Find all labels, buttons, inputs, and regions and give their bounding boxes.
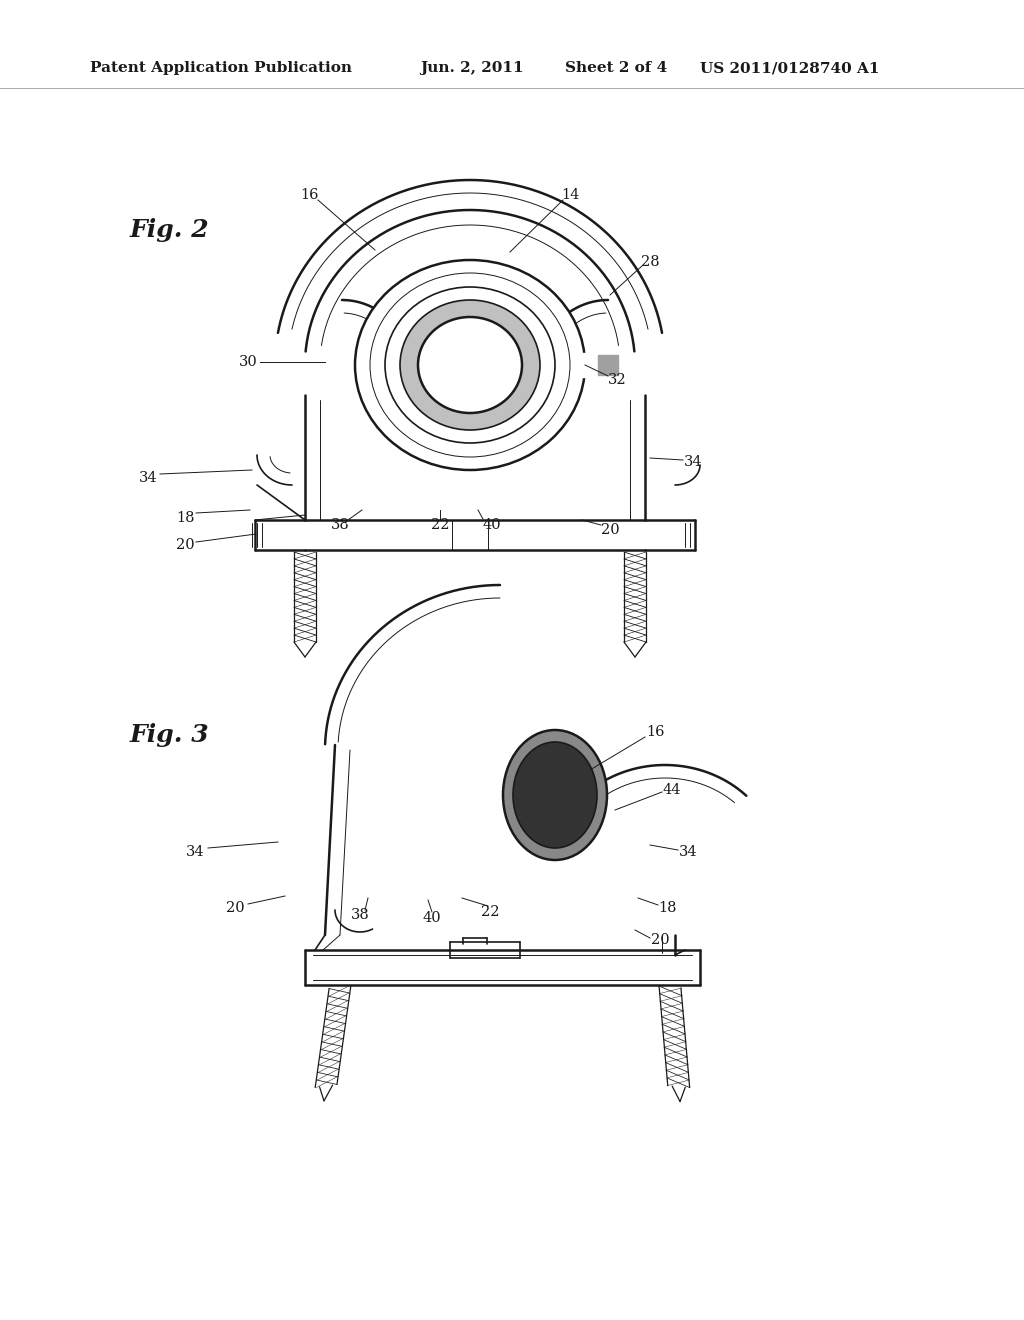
Text: Sheet 2 of 4: Sheet 2 of 4 xyxy=(565,61,668,75)
Text: 38: 38 xyxy=(331,517,349,532)
Text: 18: 18 xyxy=(658,902,677,915)
Text: 22: 22 xyxy=(480,906,500,919)
Text: Patent Application Publication: Patent Application Publication xyxy=(90,61,352,75)
Polygon shape xyxy=(598,355,618,375)
Ellipse shape xyxy=(370,273,570,457)
Text: 16: 16 xyxy=(646,725,665,739)
Ellipse shape xyxy=(418,317,522,413)
Text: 14: 14 xyxy=(561,187,580,202)
Text: 28: 28 xyxy=(641,255,659,269)
Text: 40: 40 xyxy=(423,911,441,925)
Text: 44: 44 xyxy=(663,783,681,797)
Text: Fig. 2: Fig. 2 xyxy=(130,218,210,242)
Text: 34: 34 xyxy=(138,471,158,484)
Text: 34: 34 xyxy=(679,845,697,859)
Text: 30: 30 xyxy=(239,355,257,370)
Text: 34: 34 xyxy=(684,455,702,469)
Text: 22: 22 xyxy=(431,517,450,532)
Ellipse shape xyxy=(385,286,555,444)
Ellipse shape xyxy=(400,300,540,430)
Text: 20: 20 xyxy=(650,933,670,946)
Ellipse shape xyxy=(503,730,607,861)
Text: 34: 34 xyxy=(185,845,205,859)
Text: 40: 40 xyxy=(482,517,502,532)
Text: US 2011/0128740 A1: US 2011/0128740 A1 xyxy=(700,61,880,75)
Text: 20: 20 xyxy=(176,539,195,552)
Ellipse shape xyxy=(355,260,585,470)
Text: 20: 20 xyxy=(601,523,620,537)
Text: 20: 20 xyxy=(225,902,245,915)
Text: 18: 18 xyxy=(176,511,195,525)
Text: Fig. 3: Fig. 3 xyxy=(130,723,210,747)
Polygon shape xyxy=(578,352,640,378)
Text: Jun. 2, 2011: Jun. 2, 2011 xyxy=(420,61,523,75)
Ellipse shape xyxy=(513,742,597,847)
Text: 32: 32 xyxy=(607,374,627,387)
Text: 16: 16 xyxy=(301,187,319,202)
Text: 38: 38 xyxy=(350,908,370,921)
